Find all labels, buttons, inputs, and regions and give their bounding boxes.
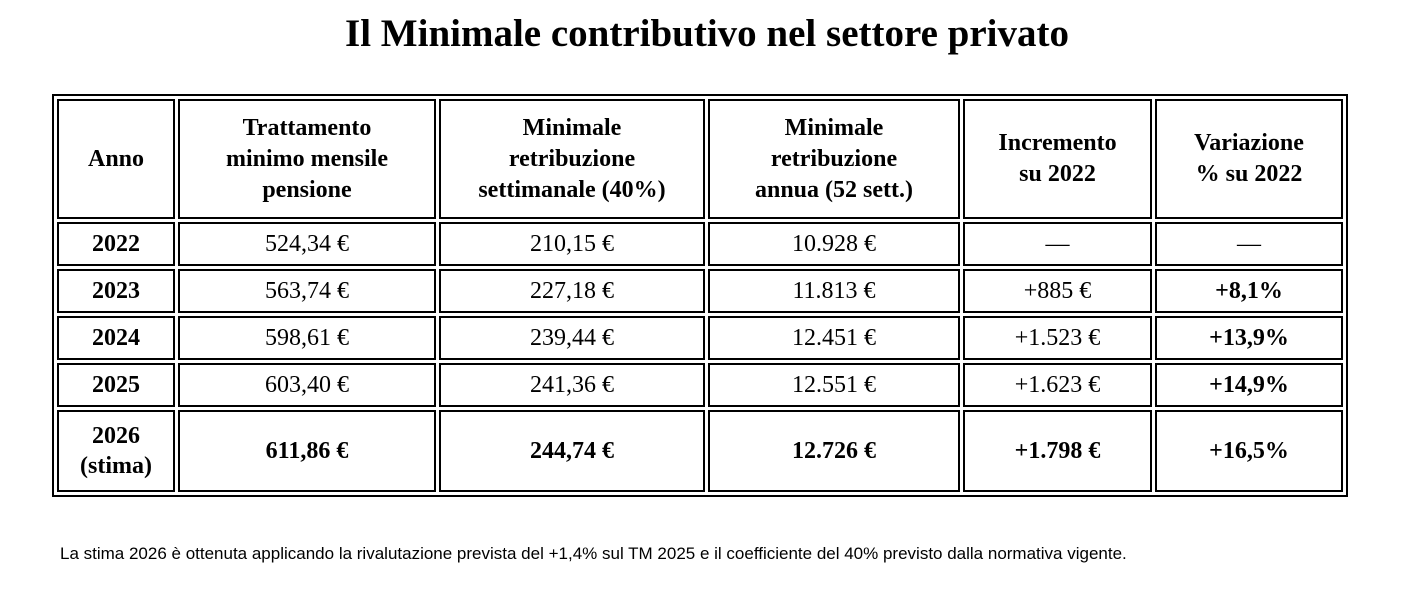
cell-settimanale: 244,74 €: [439, 410, 705, 492]
footnote: La stima 2026 è ottenuta applicando la r…: [60, 544, 1127, 563]
header-row: Anno Trattamento minimo mensile pensione…: [57, 99, 1343, 219]
cell-variazione: +8,1%: [1155, 269, 1343, 313]
cell-trattamento: 603,40 €: [178, 363, 436, 407]
col-header-anno: Anno: [57, 99, 175, 219]
cell-annua: 12.726 €: [708, 410, 960, 492]
cell-incremento: +1.798 €: [963, 410, 1152, 492]
cell-trattamento: 598,61 €: [178, 316, 436, 360]
cell-annua: 11.813 €: [708, 269, 960, 313]
col-header-incremento: Incremento su 2022: [963, 99, 1152, 219]
page: Il Minimale contributivo nel settore pri…: [0, 8, 1414, 606]
cell-incremento: +885 €: [963, 269, 1152, 313]
table-row-2025: 2025 603,40 € 241,36 € 12.551 € +1.623 €…: [57, 363, 1343, 407]
col-header-minimale-settimanale: Minimale retribuzione settimanale (40%): [439, 99, 705, 219]
cell-variazione: +13,9%: [1155, 316, 1343, 360]
minimale-contributivo-table: Anno Trattamento minimo mensile pensione…: [52, 94, 1348, 497]
cell-incremento: +1.523 €: [963, 316, 1152, 360]
cell-settimanale: 239,44 €: [439, 316, 705, 360]
cell-variazione: +14,9%: [1155, 363, 1343, 407]
col-header-trattamento-minimo: Trattamento minimo mensile pensione: [178, 99, 436, 219]
table-row-2024: 2024 598,61 € 239,44 € 12.451 € +1.523 €…: [57, 316, 1343, 360]
cell-settimanale: 241,36 €: [439, 363, 705, 407]
cell-anno: 2023: [57, 269, 175, 313]
col-header-minimale-annua: Minimale retribuzione annua (52 sett.): [708, 99, 960, 219]
col-header-variazione: Variazione % su 2022: [1155, 99, 1343, 219]
cell-trattamento: 611,86 €: [178, 410, 436, 492]
cell-trattamento: 563,74 €: [178, 269, 436, 313]
cell-anno: 2022: [57, 222, 175, 266]
cell-variazione: +16,5%: [1155, 410, 1343, 492]
cell-anno: 2024: [57, 316, 175, 360]
table-row-2023: 2023 563,74 € 227,18 € 11.813 € +885 € +…: [57, 269, 1343, 313]
cell-annua: 12.451 €: [708, 316, 960, 360]
cell-settimanale: 227,18 €: [439, 269, 705, 313]
cell-incremento: +1.623 €: [963, 363, 1152, 407]
cell-incremento: —: [963, 222, 1152, 266]
table-row-2026-stima: 2026 (stima) 611,86 € 244,74 € 12.726 € …: [57, 410, 1343, 492]
cell-anno: 2026 (stima): [57, 410, 175, 492]
cell-annua: 10.928 €: [708, 222, 960, 266]
page-title: Il Minimale contributivo nel settore pri…: [345, 12, 1069, 55]
table-row-2022: 2022 524,34 € 210,15 € 10.928 € — —: [57, 222, 1343, 266]
cell-trattamento: 524,34 €: [178, 222, 436, 266]
cell-variazione: —: [1155, 222, 1343, 266]
cell-anno: 2025: [57, 363, 175, 407]
cell-annua: 12.551 €: [708, 363, 960, 407]
cell-settimanale: 210,15 €: [439, 222, 705, 266]
